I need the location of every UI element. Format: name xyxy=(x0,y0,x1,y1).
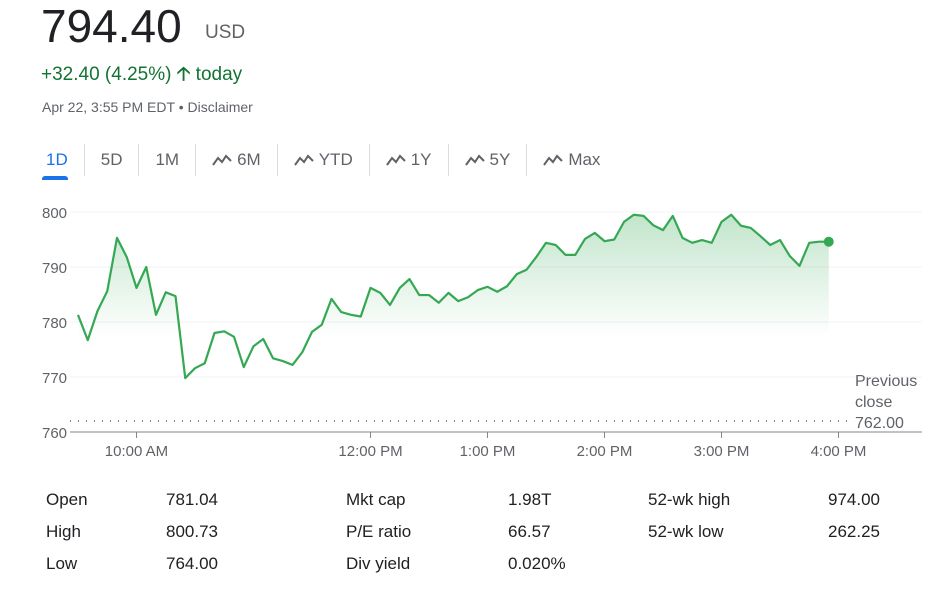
change-value: +32.40 (4.25%) xyxy=(41,64,172,85)
tab-label: 5Y xyxy=(489,150,511,169)
range-tabs: 1D 5D 1M 6M YTD 1Y 5Y Max xyxy=(30,144,616,180)
previous-close-value: 762.00 xyxy=(855,415,904,432)
stat-label: Open xyxy=(46,490,88,509)
tab-label: 1Y xyxy=(410,150,432,169)
stat-label: High xyxy=(46,522,81,541)
trend-icon xyxy=(293,154,314,166)
y-tick-label: 780 xyxy=(42,315,67,332)
tab-5d[interactable]: 5D xyxy=(85,144,140,176)
tab-label: 1M xyxy=(155,150,180,169)
stat-value: 1.98T xyxy=(508,490,552,509)
tab-label: 1D xyxy=(46,150,68,169)
tab-1d[interactable]: 1D xyxy=(30,144,85,180)
trend-icon xyxy=(464,154,485,166)
current-price: 794.40 xyxy=(41,0,182,52)
disclaimer-link[interactable]: Disclaimer xyxy=(187,99,253,115)
tab-1m[interactable]: 1M xyxy=(139,144,197,176)
last-price-dot xyxy=(823,236,834,247)
stat-label: Low xyxy=(46,554,78,573)
tab-label: Max xyxy=(568,150,601,169)
x-tick-label: 10:00 AM xyxy=(105,443,168,460)
tab-label: YTD xyxy=(318,150,353,169)
timestamp-line: Apr 22, 3:55 PM EDT • Disclaimer xyxy=(42,99,253,115)
tab-label: 5D xyxy=(100,150,123,169)
stat-label: P/E ratio xyxy=(346,522,412,541)
stat-label: 52-wk low xyxy=(648,522,724,541)
stat-value: 800.73 xyxy=(166,522,218,541)
tab-6m[interactable]: 6M xyxy=(196,144,278,176)
stat-label: Div yield xyxy=(346,554,411,573)
timestamp: Apr 22, 3:55 PM EDT xyxy=(42,99,175,115)
x-tick-label: 3:00 PM xyxy=(694,443,750,460)
price-chart: 800 790 780 770 760 10:00 AM 12:00 PM 1:00 PM 2:… xyxy=(42,205,922,460)
x-tick-label: 4:00 PM xyxy=(811,443,867,460)
y-tick-label: 790 xyxy=(42,260,67,277)
tab-5y[interactable]: 5Y xyxy=(449,144,528,176)
stat-value: 764.00 xyxy=(166,554,218,573)
price-change: +32.40 (4.25%) 🡡 today xyxy=(41,60,242,92)
stat-value: 262.25 xyxy=(828,522,880,541)
trend-icon xyxy=(543,154,564,166)
tab-label: 6M xyxy=(237,150,261,169)
tab-1y[interactable]: 1Y xyxy=(370,144,449,176)
stat-value: 66.57 xyxy=(508,522,551,541)
previous-close-label1: Previous xyxy=(855,373,917,390)
stat-value: 974.00 xyxy=(828,490,880,509)
y-tick-label: 760 xyxy=(42,425,67,442)
x-tick-label: 1:00 PM xyxy=(460,443,516,460)
currency: USD xyxy=(205,22,246,43)
y-tick-label: 770 xyxy=(42,370,67,387)
chart-area-fill xyxy=(78,214,829,379)
stat-value: 0.020% xyxy=(508,554,566,573)
previous-close-label2: close xyxy=(855,394,892,411)
change-suffix: today xyxy=(195,64,243,85)
arrow-up-icon: 🡡 xyxy=(176,64,191,85)
tab-ytd[interactable]: YTD xyxy=(278,144,370,176)
trend-icon xyxy=(385,154,406,166)
stat-label: 52-wk high xyxy=(648,490,731,509)
tab-max[interactable]: Max xyxy=(527,144,616,176)
y-tick-label: 800 xyxy=(42,205,67,222)
x-tick-label: 2:00 PM xyxy=(577,443,633,460)
trend-icon xyxy=(212,154,232,166)
stat-value: 781.04 xyxy=(166,490,218,509)
price-line xyxy=(76,213,829,380)
stat-label: Mkt cap xyxy=(346,490,406,509)
x-tick-label: 12:00 PM xyxy=(338,443,402,460)
